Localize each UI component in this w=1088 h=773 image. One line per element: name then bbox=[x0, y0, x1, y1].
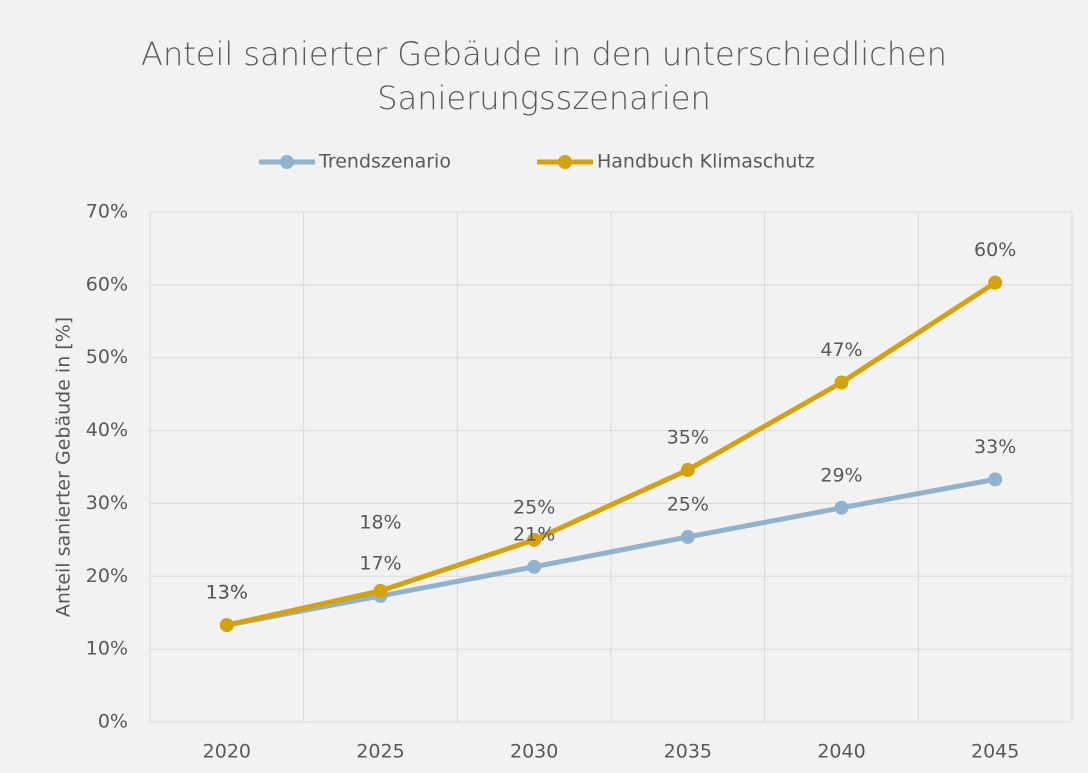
data-point bbox=[988, 275, 1003, 290]
x-tick-label: 2020 bbox=[203, 741, 251, 763]
series-line bbox=[226, 476, 996, 628]
legend-label: Trendszenario bbox=[318, 151, 451, 173]
x-tick-label: 2045 bbox=[971, 741, 1019, 763]
data-point bbox=[680, 529, 695, 544]
x-tick-label: 2030 bbox=[510, 741, 558, 763]
data-label: 35% bbox=[667, 426, 709, 448]
data-point bbox=[219, 618, 234, 633]
data-point bbox=[834, 500, 849, 515]
data-label: 21% bbox=[513, 523, 555, 545]
data-point bbox=[680, 462, 695, 477]
y-tick-label: 20% bbox=[86, 565, 128, 587]
chart-title: Anteil sanierter Gebäude in den untersch… bbox=[141, 35, 947, 117]
y-tick-label: 0% bbox=[98, 711, 128, 733]
data-point bbox=[373, 583, 388, 598]
data-point bbox=[988, 472, 1003, 487]
x-tick-label: 2035 bbox=[664, 741, 712, 763]
data-label: 13% bbox=[206, 582, 248, 604]
data-label: 25% bbox=[513, 496, 555, 518]
data-label: 25% bbox=[667, 493, 709, 515]
data-label: 29% bbox=[820, 464, 862, 486]
data-point bbox=[527, 532, 542, 547]
data-point bbox=[834, 375, 849, 390]
y-tick-label: 30% bbox=[86, 492, 128, 514]
data-label: 47% bbox=[820, 339, 862, 361]
y-tick-label: 70% bbox=[86, 201, 128, 223]
y-tick-label: 60% bbox=[86, 273, 128, 295]
y-tick-label: 40% bbox=[86, 419, 128, 441]
series-line bbox=[226, 280, 997, 628]
data-label: 33% bbox=[974, 436, 1016, 458]
legend-label: Handbuch Klimaschutz bbox=[597, 151, 815, 173]
data-point bbox=[527, 559, 542, 574]
data-label: 60% bbox=[974, 239, 1016, 261]
x-tick-label: 2040 bbox=[817, 741, 865, 763]
data-label: 17% bbox=[359, 552, 401, 574]
x-tick-label: 2025 bbox=[356, 741, 404, 763]
y-tick-label: 10% bbox=[86, 638, 128, 660]
legend-marker bbox=[558, 155, 572, 169]
y-axis-label: Anteil sanierter Gebäude in [%] bbox=[53, 317, 75, 617]
data-label: 18% bbox=[359, 511, 401, 533]
y-tick-label: 50% bbox=[86, 346, 128, 368]
legend-marker bbox=[280, 155, 294, 169]
data-label: 13% bbox=[206, 582, 248, 604]
